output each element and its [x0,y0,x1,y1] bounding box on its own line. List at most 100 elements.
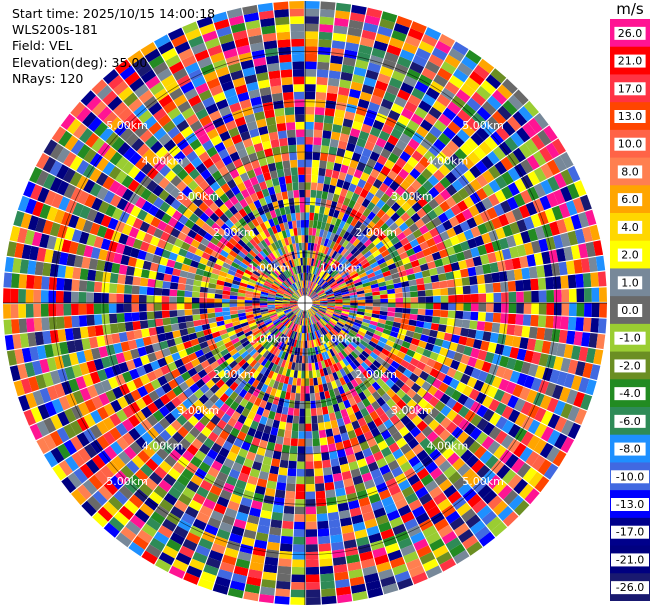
velocity-gate [19,259,29,274]
velocity-gate [533,167,547,183]
velocity-gate [499,355,510,368]
velocity-gate [482,422,495,436]
velocity-gate [380,294,388,299]
velocity-gate [79,463,94,479]
velocity-gate [310,281,315,290]
velocity-gate [291,267,296,275]
velocity-gate [312,299,320,302]
velocity-gate [188,266,198,274]
velocity-gate [57,443,71,460]
velocity-gate [466,117,481,132]
velocity-gate [312,258,317,267]
velocity-gate [185,62,200,75]
velocity-gate [206,298,215,303]
velocity-gate [190,358,201,368]
velocity-gate [406,233,416,243]
velocity-gate [280,413,288,423]
velocity-gate [286,384,292,393]
velocity-gate [283,505,295,515]
velocity-gate [188,213,200,224]
velocity-gate [309,250,314,259]
velocity-gate [288,346,294,354]
velocity-gate [307,250,311,258]
velocity-gate [370,317,379,323]
velocity-gate [307,288,311,296]
velocity-gate [331,284,339,290]
velocity-gate [282,271,289,279]
velocity-gate [403,144,416,156]
velocity-gate [335,578,350,589]
velocity-gate [288,376,294,385]
velocity-gate [309,347,314,356]
velocity-gate [560,275,569,289]
velocity-gate [64,366,76,380]
velocity-gate [141,394,153,406]
velocity-gate [230,372,240,382]
velocity-gate [211,222,221,232]
velocity-gate [71,489,87,506]
velocity-gate [262,571,277,581]
velocity-gate [426,237,436,248]
velocity-gate [540,410,554,426]
velocity-gate [419,551,436,565]
velocity-gate [351,403,360,414]
velocity-gate [345,390,353,400]
velocity-gate [227,500,240,512]
velocity-gate [366,201,376,212]
velocity-gate [76,484,92,500]
velocity-gate [433,492,447,506]
velocity-gate [185,377,196,388]
velocity-gate [458,405,470,418]
velocity-gate [32,360,43,376]
velocity-gate [236,165,247,176]
velocity-gate [299,310,303,318]
velocity-gate [203,232,214,242]
velocity-gate [332,549,346,559]
velocity-gate [336,179,345,188]
velocity-gate [334,109,346,119]
velocity-gate [271,271,279,278]
velocity-gate [370,224,380,234]
velocity-gate [289,453,298,462]
velocity-gate [136,143,150,157]
velocity-gate [516,348,527,361]
velocity-gate [191,291,200,298]
velocity-gate [495,227,506,240]
velocity-gate [355,252,364,260]
velocity-gate [484,321,493,332]
velocity-gate [287,236,293,245]
velocity-gate [84,399,97,413]
velocity-gate [123,500,139,515]
velocity-gate [311,167,319,176]
velocity-gate [157,333,167,343]
velocity-gate [305,31,319,40]
velocity-gate [251,227,260,236]
velocity-gate [186,480,200,493]
velocity-gate [199,308,208,314]
velocity-gate [86,360,97,373]
velocity-gate [362,217,372,227]
velocity-gate [391,70,406,82]
velocity-gate [434,193,446,205]
velocity-gate [182,538,198,552]
velocity-gate [318,292,326,297]
velocity-gate [315,322,321,330]
velocity-gate [342,197,351,207]
velocity-gate [386,44,402,56]
velocity-gate [363,76,377,88]
velocity-gate [189,383,200,394]
velocity-gate [19,333,30,348]
velocity-gate [274,249,281,258]
velocity-gate [60,113,76,130]
velocity-gate [354,451,365,461]
velocity-gate [472,256,483,267]
velocity-gate [278,46,291,56]
velocity-gate [343,399,352,409]
colorbar-tick-label: 0.0 [621,304,639,317]
velocity-gate [515,280,524,292]
velocity-gate [305,476,315,485]
velocity-gate [531,240,542,254]
velocity-gate [403,262,413,270]
velocity-gate [401,256,411,265]
velocity-gate [331,465,342,475]
